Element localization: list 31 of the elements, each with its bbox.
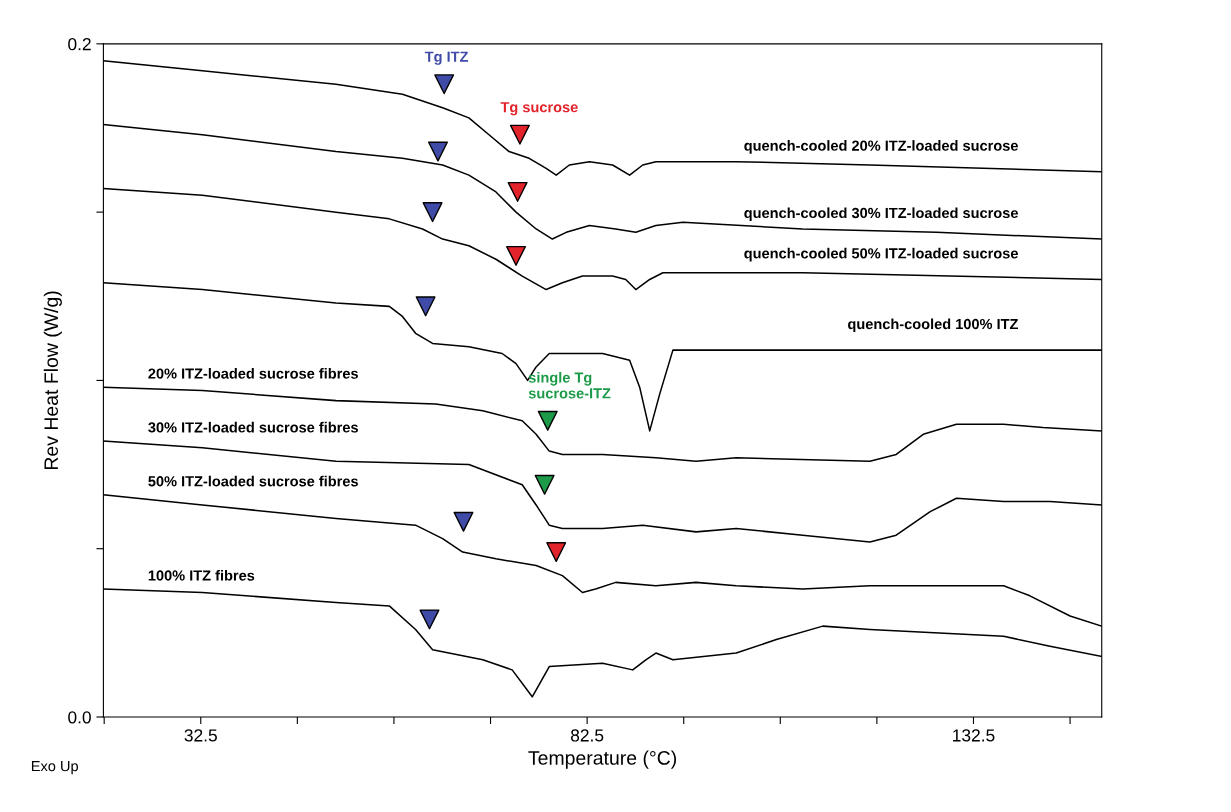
point [506,245,527,266]
y-tick-label: 0.2 [68,38,91,51]
series-label: 50% ITZ-loaded sucrose fibres [148,475,358,487]
point [453,511,474,532]
text: Exo Up [31,761,78,775]
series-label: quench-cooled 100% ITZ [848,318,1019,333]
point [415,296,436,317]
y-axis-title: Rev Heat Flow (W/g) [43,291,62,470]
point [507,181,528,202]
x-tick-label: 82.5 [570,729,604,742]
x-axis-title: Temperature (°C) [528,750,677,769]
x-tick-label: 32.5 [184,729,217,742]
y-tick-label: 0.0 [68,711,91,724]
point [427,141,448,162]
series-label: single Tg sucrose-ITZ [528,372,611,399]
series-label: 30% ITZ-loaded sucrose fibres [148,421,358,433]
x-tick-label: 132.5 [953,729,995,742]
point [422,202,443,223]
series-label: Tg ITZ [424,51,469,65]
point [546,542,567,563]
series-label: 20% ITZ-loaded sucrose fibres [148,368,358,379]
point [537,410,558,431]
series-label: quench-cooled 30% ITZ-loaded sucrose [744,207,1018,222]
series-label: quench-cooled 20% ITZ-loaded sucrose [744,140,1018,154]
point [509,124,530,145]
point [419,609,440,630]
point [534,474,555,495]
point [434,74,455,95]
series-label: quench-cooled 50% ITZ-loaded sucrose [744,247,1018,262]
series-label: 100% ITZ fibres [148,569,255,581]
series-label: Tg sucrose [500,102,578,116]
